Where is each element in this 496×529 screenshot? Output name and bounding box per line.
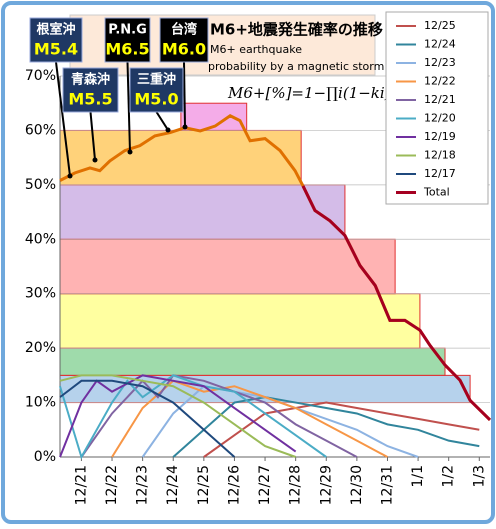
annotation-arrow <box>89 111 96 161</box>
legend-label: 12/18 <box>424 149 456 162</box>
band <box>59 238 396 295</box>
y-tick-label: 40% <box>25 231 56 247</box>
arrow-head <box>67 173 73 179</box>
series-line <box>203 401 480 458</box>
legend-label: 12/21 <box>424 93 456 106</box>
x-tick-label: 12/27 <box>257 465 273 505</box>
series-line <box>59 379 236 458</box>
y-tick-label: 30% <box>25 286 56 302</box>
annotation-mag: M5.0 <box>134 90 178 109</box>
legend-label: 12/22 <box>424 75 456 88</box>
series-line <box>59 374 327 460</box>
subtitle: probability by a magnetic storm. <box>208 60 388 73</box>
legend-label: Total <box>423 186 450 199</box>
y-tick-label: 10% <box>25 395 56 411</box>
band <box>59 184 346 240</box>
legend-label: 12/20 <box>424 112 456 125</box>
series-line <box>80 374 358 458</box>
total-line-low <box>301 185 492 422</box>
annotation-name: 青森沖 <box>71 72 110 88</box>
annotation-arrow <box>183 61 186 128</box>
x-tick-label: 12/22 <box>104 465 120 505</box>
annotation-name: 三重沖 <box>137 72 176 88</box>
x-tick-label: 12/29 <box>318 465 334 505</box>
y-tick-label: 20% <box>25 340 56 356</box>
legend-label: 12/24 <box>424 38 456 51</box>
annotation-box <box>104 17 151 63</box>
legend-label: 12/17 <box>424 167 456 180</box>
arrow-head <box>92 157 98 163</box>
annotation-name: 根室沖 <box>36 22 75 38</box>
x-tick-label: 12/24 <box>165 465 181 505</box>
annotation-mag: M6.0 <box>162 40 206 59</box>
formula: M6+[%]=1−∏i(1−ki) <box>227 84 391 102</box>
y-tick-label: 60% <box>25 122 56 138</box>
legend-label: 12/23 <box>424 56 456 69</box>
band <box>59 293 421 349</box>
annotation-mag: M5.4 <box>34 40 78 59</box>
y-tick-label: 70% <box>25 68 56 84</box>
x-tick-label: 1/2 <box>441 465 457 488</box>
series-line <box>172 396 480 458</box>
x-tick-label: 12/25 <box>196 465 212 505</box>
annotation-box <box>129 67 184 113</box>
y-tick-label: 50% <box>25 177 56 193</box>
annotation-mag: M6.5 <box>105 40 149 59</box>
annotation-box <box>29 17 83 63</box>
x-tick-label: 12/21 <box>73 465 89 505</box>
annotation-arrow <box>155 111 169 131</box>
x-tick-label: 12/23 <box>135 465 151 505</box>
series-line <box>59 374 296 458</box>
x-tick-label: 1/1 <box>410 465 426 488</box>
arrow-head <box>127 149 133 155</box>
annotation-arrow <box>55 61 71 177</box>
series-line <box>59 374 297 458</box>
legend-label: 12/25 <box>424 19 456 32</box>
chart-title: M6+地震発生確率の推移 <box>210 21 383 39</box>
x-tick-label: 12/26 <box>226 465 242 505</box>
annotation-box <box>62 67 119 113</box>
x-tick-label: 1/3 <box>471 465 487 488</box>
y-tick-label: 0% <box>34 449 56 465</box>
annotation-box <box>159 17 209 63</box>
x-tick-label: 12/28 <box>288 465 304 505</box>
annotation-mag: M5.5 <box>68 90 112 109</box>
x-tick-label: 12/31 <box>379 465 395 505</box>
arrow-head <box>182 124 188 130</box>
annotation-name: 台湾 <box>171 22 197 38</box>
band <box>59 347 446 376</box>
annotation-name: P.N.G <box>108 23 147 38</box>
annotation-arrow <box>126 61 131 153</box>
arrow-head <box>165 127 171 133</box>
subtitle: M6+ earthquake <box>210 43 302 56</box>
x-tick-label: 12/30 <box>349 465 365 505</box>
legend-label: 12/19 <box>424 130 456 143</box>
